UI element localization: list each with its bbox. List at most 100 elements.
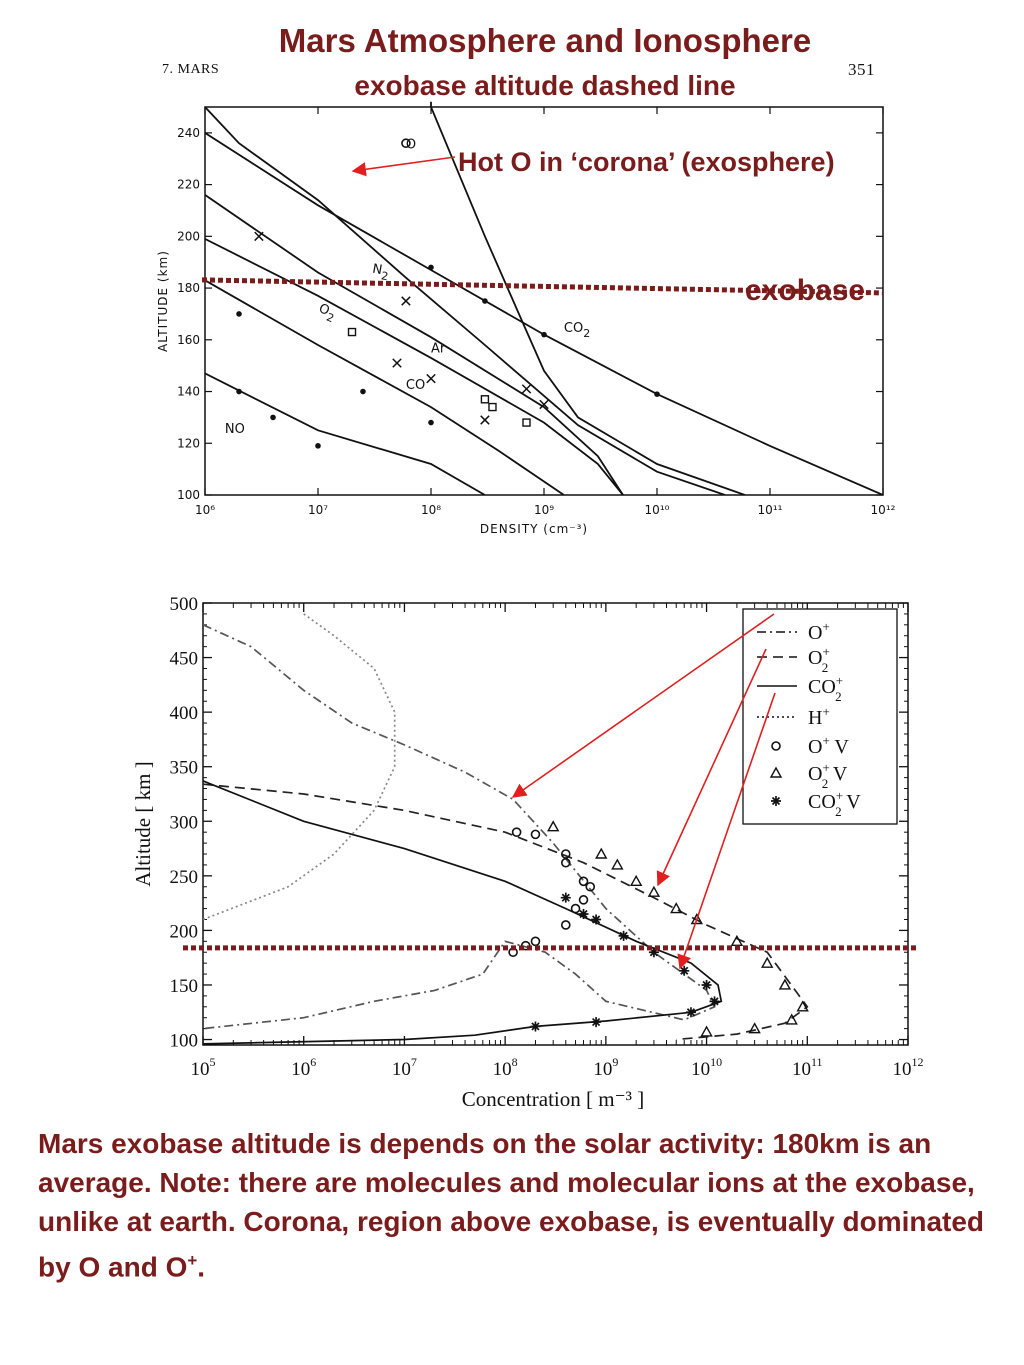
chart2-marker-o-v bbox=[700, 1025, 713, 1037]
chart1-marker-ar bbox=[480, 395, 490, 404]
chart1-ylabel: ALTITUDE (km) bbox=[156, 250, 170, 352]
chart2-marker-co-v bbox=[618, 930, 629, 941]
chart2-marker-o-v bbox=[748, 1022, 761, 1034]
caption: Mars exobase altitude is depends on the … bbox=[38, 1124, 1018, 1286]
chart1-marker-o2 bbox=[360, 388, 366, 395]
page-number: 351 bbox=[848, 60, 875, 79]
chart1-marker-co2 bbox=[541, 331, 547, 338]
chart2-marker-o-v bbox=[560, 857, 571, 868]
hot-o-label: Hot O in ‘corona’ (exosphere) bbox=[458, 147, 835, 177]
chart2-marker-co-v bbox=[560, 892, 571, 903]
chart2-marker-co-v bbox=[591, 1017, 602, 1028]
chart1-marker-n2 bbox=[401, 296, 411, 306]
chart1-marker-no bbox=[236, 388, 242, 395]
chart2-marker-o-v bbox=[761, 956, 774, 968]
chart2-xtick-label: 108 bbox=[493, 1055, 518, 1080]
caption-end: . bbox=[197, 1251, 206, 1283]
annotation-arrow-2 bbox=[511, 613, 775, 798]
chart1-marker-co bbox=[392, 358, 402, 368]
ion-concentration-chart: 105 106 107 108 109 1010 1011 1012 100 150 200 250 3… bbox=[131, 594, 924, 1111]
chart2-marker-o-v bbox=[690, 913, 704, 925]
chart2-ytick-label: 450 bbox=[170, 649, 199, 670]
chart2-marker-o-v bbox=[670, 902, 683, 914]
chart2-marker-o-v bbox=[778, 978, 792, 990]
caption-text: Mars exobase altitude is depends on the … bbox=[38, 1128, 985, 1283]
chart1-series-o2 bbox=[205, 279, 565, 495]
chart1-marker-co2 bbox=[428, 264, 434, 271]
chart2-legend-label: O+ 2 V bbox=[808, 760, 848, 791]
chart2-ytick-label: 300 bbox=[170, 812, 199, 833]
chart2-marker-o-v bbox=[585, 881, 596, 892]
chart2-marker-o-v bbox=[578, 876, 589, 887]
chart1-marker-n2 bbox=[254, 231, 264, 242]
neutral-density-chart: 10⁶ 10⁷ 10⁸ 10⁹ 10¹⁰ 10¹¹ 10¹² 100 120 140 160 180 2… bbox=[156, 101, 896, 536]
chart1-series-co bbox=[205, 238, 624, 495]
chart2-ytick-label: 100 bbox=[170, 1031, 199, 1052]
chart2-xtick-label: 106 bbox=[291, 1055, 316, 1080]
chart1-ytick-label: 200 bbox=[177, 229, 200, 243]
annotation-arrow-3 bbox=[656, 648, 767, 887]
chart1-marker-ar bbox=[347, 327, 357, 337]
chart1-curve-label-o: O bbox=[406, 137, 416, 152]
chart1-xtick-label: 10¹² bbox=[871, 503, 896, 517]
chart2-marker-o-v bbox=[785, 1013, 798, 1025]
chart2-legend-swatch bbox=[769, 766, 783, 778]
chart2-legend-label: O+ bbox=[808, 619, 830, 644]
chart2-marker-o-v bbox=[796, 1000, 809, 1012]
chart1-marker-ar bbox=[488, 402, 497, 412]
chart2-ytick-label: 200 bbox=[170, 921, 199, 942]
chart2-marker-o-v bbox=[560, 920, 571, 930]
chart2-xtick-label: 107 bbox=[392, 1055, 417, 1080]
chart1-xtick-label: 10¹⁰ bbox=[645, 503, 670, 517]
page-header-left: 7. MARS bbox=[162, 62, 220, 77]
chart1-ytick-label: 240 bbox=[177, 126, 200, 140]
chart1-marker-co2 bbox=[482, 298, 488, 304]
chart1-curve-label-no: NO bbox=[225, 422, 245, 437]
chart1-marker-ar bbox=[522, 418, 531, 427]
chart1-xtick-label: 10⁶ bbox=[195, 503, 215, 517]
chart1-curve-label-co: CO bbox=[406, 378, 425, 393]
chart1-marker-o2 bbox=[236, 311, 242, 317]
chart2-ytick-label: 150 bbox=[170, 976, 199, 997]
chart1-exobase-line bbox=[201, 277, 884, 296]
chart2-marker-co-v bbox=[578, 909, 589, 920]
chart2-legend-swatch bbox=[771, 741, 781, 751]
chart1-marker-n2 bbox=[539, 399, 549, 410]
chart2-marker-o-v bbox=[647, 885, 661, 897]
chart2-marker-o-v bbox=[595, 847, 608, 859]
chart2-xtick-label: 1011 bbox=[792, 1055, 823, 1080]
chart1-xtick-label: 10⁸ bbox=[421, 503, 441, 517]
chart2-marker-o-v bbox=[629, 874, 643, 886]
chart1-ytick-label: 220 bbox=[177, 178, 200, 192]
chart2-xlabel: Concentration [ m⁻³ ] bbox=[462, 1087, 644, 1111]
chart1-ytick-label: 100 bbox=[177, 488, 200, 502]
chart1-series-ar bbox=[205, 194, 624, 495]
chart1-marker-no bbox=[270, 414, 276, 421]
annotation-overlay bbox=[351, 156, 776, 970]
chart2-xtick-label: 105 bbox=[191, 1055, 216, 1080]
chart2-ytick-label: 250 bbox=[170, 867, 199, 888]
chart2-legend-label: O+ V bbox=[808, 733, 849, 758]
chart1-series-no bbox=[205, 372, 486, 495]
chart2-marker-co-v bbox=[679, 965, 690, 976]
chart2-marker-co-v bbox=[709, 996, 720, 1007]
annotation-arrow-4 bbox=[677, 692, 776, 970]
page-title: Mars Atmosphere and Ionosphere bbox=[278, 22, 812, 59]
chart1-xlabel: DENSITY (cm⁻³) bbox=[480, 522, 588, 536]
chart2-marker-o-v bbox=[570, 903, 581, 914]
chart2-marker-o-v bbox=[530, 829, 541, 840]
chart1-ytick-label: 180 bbox=[177, 281, 200, 295]
page-subtitle: exobase altitude dashed line bbox=[354, 70, 736, 101]
chart1-series-o bbox=[430, 101, 746, 495]
chart1-marker-co bbox=[480, 415, 490, 425]
chart2-xtick-label: 1010 bbox=[691, 1055, 722, 1080]
chart1-ytick-label: 140 bbox=[177, 385, 200, 399]
chart2-frame bbox=[202, 602, 909, 1046]
chart2-marker-o-v bbox=[578, 895, 589, 905]
chart2-ytick-label: 400 bbox=[170, 703, 199, 724]
chart2-series-o bbox=[203, 624, 716, 1030]
chart2-legend-label: H+ bbox=[808, 704, 830, 729]
chart1-marker-n2 bbox=[426, 373, 436, 384]
chart2-marker-o-v bbox=[730, 934, 744, 947]
chart2-legend-label: CO+ 2 bbox=[808, 673, 843, 704]
